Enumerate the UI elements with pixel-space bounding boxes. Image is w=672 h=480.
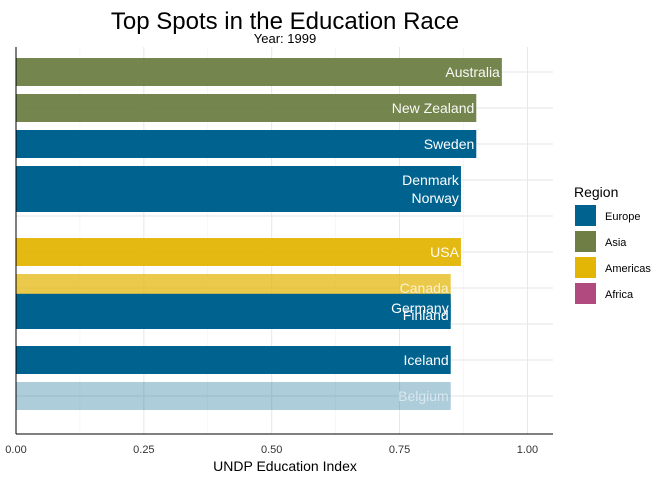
- x-tick-label: 0.25: [133, 444, 154, 456]
- bar-label: Iceland: [404, 352, 449, 368]
- bar-label: New Zealand: [392, 100, 475, 116]
- legend-label: Asia: [605, 237, 627, 249]
- bar-iceland: [16, 346, 451, 374]
- bar-label: Germany: [391, 300, 449, 316]
- x-axis-title: UNDP Education Index: [213, 458, 357, 474]
- legend-swatch: [575, 205, 596, 226]
- bar-belgium: [16, 382, 451, 410]
- bar-label: Denmark: [402, 172, 460, 188]
- bar-finland: [16, 301, 451, 329]
- legend-swatch: [575, 283, 596, 304]
- bar-label: Australia: [445, 64, 500, 80]
- legend: Region Europe Asia Americas Africa: [574, 184, 651, 304]
- bar-label: Canada: [400, 280, 449, 296]
- legend-label: Africa: [605, 289, 634, 301]
- x-tick-label: 0.75: [389, 444, 410, 456]
- bar-label: USA: [430, 244, 459, 260]
- x-tick-label: 0.00: [5, 444, 26, 456]
- legend-label: Europe: [605, 211, 640, 223]
- x-tick-label: 1.00: [517, 444, 538, 456]
- bar-label: Sweden: [424, 136, 475, 152]
- bar-usa: [16, 238, 461, 266]
- x-tick-label: 0.50: [261, 444, 282, 456]
- bar-label: Finland: [403, 307, 449, 323]
- bar-labels: Australia New Zealand Sweden Denmark Norway U…: [391, 64, 500, 404]
- legend-swatch: [575, 257, 596, 278]
- bar-norway: [16, 184, 461, 212]
- bar-label: Belgium: [398, 388, 449, 404]
- legend-label: Americas: [605, 263, 651, 275]
- legend-swatch: [575, 231, 596, 252]
- bar-new-zealand: [16, 94, 477, 122]
- legend-title: Region: [574, 184, 618, 200]
- bar-australia: [16, 58, 502, 86]
- chart-subtitle: Year: 1999: [254, 31, 316, 46]
- bar-sweden: [16, 130, 477, 158]
- bar-group: [16, 58, 502, 410]
- axes: [15, 47, 553, 435]
- chart-title: Top Spots in the Education Race: [111, 8, 459, 35]
- x-tick-labels: 0.00 0.25 0.50 0.75 1.00: [5, 444, 538, 456]
- bar-label: Norway: [411, 190, 458, 206]
